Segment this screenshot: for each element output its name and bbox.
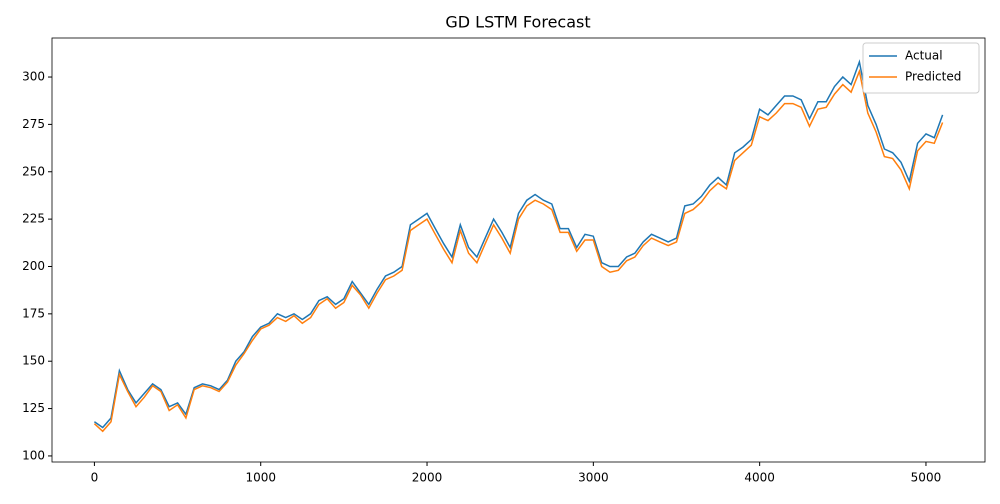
y-tick-label: 250: [22, 164, 45, 178]
x-tick-label: 2000: [412, 471, 443, 485]
legend-label: Actual: [905, 49, 943, 63]
series-line: [93, 59, 944, 429]
legend-label: Predicted: [905, 70, 961, 84]
x-tick-label: 4000: [744, 471, 775, 485]
x-tick-label: 5000: [911, 471, 942, 485]
x-tick-label: 1000: [245, 471, 276, 485]
y-tick-label: 125: [22, 401, 45, 415]
x-tick-label: 0: [91, 471, 99, 485]
series-line: [93, 68, 944, 433]
x-tick-label: 3000: [578, 471, 609, 485]
axes-frame: [51, 37, 986, 463]
y-tick-label: 275: [22, 117, 45, 131]
chart-title: GD LSTM Forecast: [445, 13, 590, 32]
y-tick-label: 225: [22, 212, 45, 226]
y-tick-label: 100: [22, 448, 45, 462]
y-tick-label: 175: [22, 306, 45, 320]
y-tick-label: 200: [22, 259, 45, 273]
y-tick-label: 150: [22, 354, 45, 368]
y-tick-label: 300: [22, 70, 45, 84]
